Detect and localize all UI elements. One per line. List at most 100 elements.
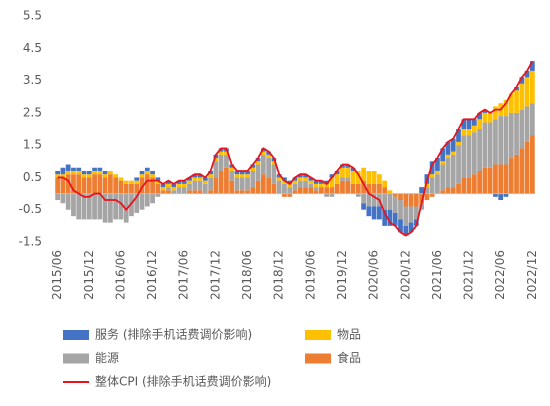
bar-segment	[255, 180, 261, 194]
x-tick-label: 2018/12	[272, 250, 286, 300]
bar-segment	[429, 174, 435, 178]
bar-segment	[371, 170, 377, 184]
bar-segment	[134, 177, 140, 181]
bar-segment	[76, 170, 82, 175]
bar-segment	[229, 180, 235, 194]
bar-segment	[118, 177, 124, 181]
y-tick-label: 5.5	[23, 9, 42, 23]
bar-segment	[408, 206, 414, 223]
bar-segment	[97, 174, 103, 194]
bar-segment	[529, 103, 535, 136]
bar-segment	[202, 183, 208, 194]
bar-segment	[297, 180, 303, 188]
bar-segment	[329, 193, 335, 197]
legend-label: 服务 (排除手机话费调价影响)	[95, 327, 252, 342]
bar-segment	[461, 135, 467, 178]
bar-segment	[456, 141, 461, 146]
bar-segment	[350, 167, 356, 171]
bar-segment	[519, 83, 525, 110]
bar-segment	[508, 93, 514, 113]
bar-segment	[276, 180, 282, 194]
bar-segment	[139, 193, 145, 210]
bar-segment	[366, 206, 372, 217]
bar-segment	[313, 180, 319, 184]
bar-segment	[171, 190, 177, 194]
bar-segment	[466, 119, 472, 129]
bar-segment	[514, 87, 519, 91]
bar-segment	[345, 164, 351, 168]
bar-segment	[424, 187, 430, 194]
bar-segment	[71, 167, 76, 171]
bar-segment	[466, 177, 472, 194]
bar-segment	[202, 180, 208, 184]
bar-segment	[319, 180, 324, 184]
bar-segment	[366, 193, 372, 207]
bar-segment	[350, 183, 356, 194]
bar-segment	[435, 174, 440, 194]
x-tick-label: 2022/06	[493, 250, 507, 300]
bar-segment	[250, 167, 256, 171]
bar-segment	[297, 177, 303, 181]
bar-segment	[329, 187, 335, 194]
bar-segment	[166, 183, 171, 188]
bar-segment	[187, 177, 192, 181]
bar-segment	[155, 193, 161, 197]
bar-segment	[461, 129, 467, 136]
bar-segment	[92, 167, 97, 171]
bar-segment	[334, 174, 340, 184]
bar-segment	[319, 183, 324, 188]
bar-segment	[97, 170, 103, 175]
bar-segment	[213, 177, 219, 194]
bar-segment	[313, 190, 319, 194]
bar-segment	[303, 187, 308, 194]
bar-segment	[102, 177, 108, 194]
x-tick-label: 2018/06	[240, 250, 254, 300]
bar-segment	[123, 183, 129, 194]
bar-segment	[86, 170, 92, 175]
bar-segment	[435, 158, 440, 171]
bar-segment	[334, 170, 340, 175]
x-tick-label: 2017/06	[177, 250, 191, 300]
bar-segment	[482, 122, 488, 168]
bar-segment	[55, 174, 61, 178]
legend-label: 物品	[337, 328, 361, 342]
bar-segment	[498, 193, 504, 201]
bar-segment	[461, 119, 467, 129]
bar-segment	[471, 174, 477, 194]
bar-segment	[413, 193, 419, 207]
bar-segment	[76, 167, 82, 171]
bar-segment	[403, 206, 409, 226]
bar-segment	[487, 112, 493, 123]
x-tick-label: 2016/06	[113, 250, 127, 300]
bar-segment	[498, 164, 504, 194]
bar-segment	[408, 222, 414, 233]
bar-segment	[76, 174, 82, 194]
bar-segment	[508, 112, 514, 159]
bar-segment	[234, 177, 240, 191]
bar-segment	[324, 187, 330, 194]
bar-segment	[181, 183, 187, 188]
bar-segment	[377, 206, 382, 220]
bar-segment	[435, 170, 440, 175]
bar-segment	[76, 193, 82, 220]
bar-segment	[382, 187, 388, 194]
bar-segment	[287, 187, 293, 194]
bar-segment	[355, 183, 361, 194]
bar-segment	[340, 167, 345, 178]
bar-segment	[514, 154, 519, 194]
bar-segment	[92, 170, 97, 175]
bar-segment	[445, 158, 451, 188]
bar-segment	[477, 119, 482, 129]
bar-segment	[413, 206, 419, 220]
bar-segment	[245, 177, 250, 191]
bar-segment	[313, 183, 319, 188]
bar-segment	[466, 129, 472, 136]
bar-segment	[134, 180, 140, 184]
bar-segment	[450, 187, 456, 194]
bar-segment	[176, 180, 182, 184]
bar-segment	[160, 187, 166, 191]
bar-segment	[65, 170, 71, 175]
bar-segment	[493, 119, 498, 165]
bar-segment	[97, 193, 103, 220]
